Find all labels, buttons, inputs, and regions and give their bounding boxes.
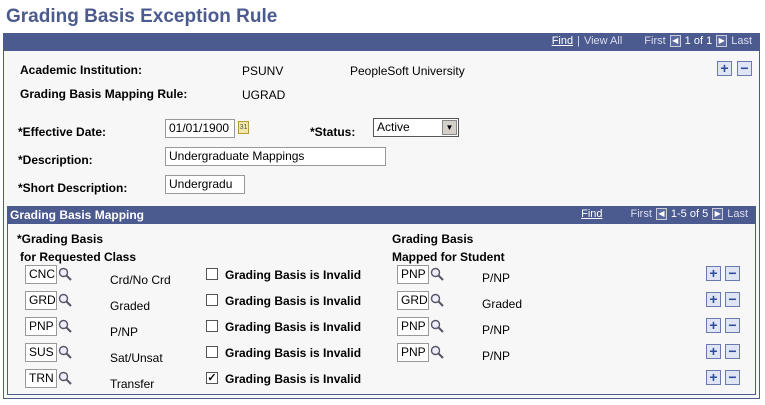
- invalid-checkbox[interactable]: [206, 346, 218, 358]
- page-title: Grading Basis Exception Rule: [6, 6, 278, 27]
- effective-date-label: *Effective Date:: [18, 125, 107, 139]
- effective-date-input[interactable]: 01/01/1900: [165, 119, 235, 138]
- add-mapping-row-button[interactable]: +: [706, 370, 721, 385]
- status-select[interactable]: Active ▼: [373, 118, 459, 137]
- mapped-basis-input[interactable]: PNP: [397, 343, 429, 362]
- dropdown-arrow-icon[interactable]: ▼: [442, 120, 457, 135]
- invalid-checkbox[interactable]: [206, 268, 218, 280]
- short-description-input[interactable]: Undergradu: [165, 175, 245, 194]
- mapping-last-label: Last: [727, 208, 748, 220]
- next-arrow-icon[interactable]: ▶: [716, 35, 728, 47]
- delete-mapping-row-button[interactable]: −: [725, 292, 740, 307]
- invalid-checkbox[interactable]: [206, 320, 218, 332]
- status-value: Active: [377, 120, 410, 134]
- grading-basis-description: P/NP: [110, 325, 139, 339]
- mapped-lookup-icon[interactable]: [430, 345, 444, 362]
- add-mapping-row-button[interactable]: +: [706, 292, 721, 307]
- mapping-title: Grading Basis Mapping: [10, 208, 145, 222]
- first-label: First: [644, 35, 666, 47]
- delete-mapping-row-button[interactable]: −: [725, 370, 740, 385]
- delete-mapping-row-button[interactable]: −: [725, 344, 740, 359]
- invalid-label: Grading Basis is Invalid: [225, 268, 362, 282]
- institution-label: Academic Institution:: [20, 63, 143, 77]
- grading-basis-description: Graded: [110, 299, 151, 313]
- mapped-basis-description: Graded: [482, 297, 523, 311]
- add-mapping-row-button[interactable]: +: [706, 266, 721, 281]
- mapping-row-count: 1-5 of 5: [670, 208, 709, 220]
- grading-basis-input[interactable]: SUS: [25, 343, 57, 362]
- invalid-label: Grading Basis is Invalid: [225, 294, 362, 308]
- lookup-icon[interactable]: [58, 267, 72, 284]
- mapped-basis-header-2: Mapped for Student: [392, 250, 505, 264]
- mapped-lookup-icon[interactable]: [430, 293, 444, 310]
- find-link[interactable]: Find: [551, 35, 574, 47]
- delete-mapping-row-button[interactable]: −: [725, 266, 740, 281]
- institution-code: PSUNV: [242, 64, 284, 78]
- grading-basis-input[interactable]: CNC: [25, 265, 57, 284]
- mapping-find-link[interactable]: Find: [581, 208, 603, 220]
- lookup-icon[interactable]: [58, 371, 72, 388]
- grading-basis-input[interactable]: GRD: [25, 291, 57, 310]
- view-all-link[interactable]: View All: [583, 35, 623, 47]
- description-input[interactable]: Undergraduate Mappings: [165, 147, 386, 166]
- requested-basis-header-1: *Grading Basis: [17, 232, 104, 246]
- main-panel-header: Find | View All First ◀ 1 of 1 ▶ Last: [3, 33, 760, 51]
- short-description-label: *Short Description:: [18, 181, 128, 195]
- mapped-basis-description: P/NP: [482, 271, 511, 285]
- lookup-icon[interactable]: [58, 293, 72, 310]
- mapped-basis-header-1: Grading Basis: [392, 232, 474, 246]
- mapped-lookup-icon[interactable]: [430, 319, 444, 336]
- add-mapping-row-button[interactable]: +: [706, 318, 721, 333]
- mapped-basis-input[interactable]: PNP: [397, 317, 429, 336]
- grading-basis-description: Sat/Unsat: [110, 351, 163, 365]
- last-label: Last: [731, 35, 752, 47]
- invalid-checkbox[interactable]: [206, 294, 218, 306]
- status-label: *Status:: [310, 125, 356, 139]
- previous-arrow-icon[interactable]: ◀: [669, 35, 681, 47]
- add-row-button[interactable]: +: [717, 61, 732, 76]
- grading-basis-input[interactable]: TRN: [25, 369, 57, 388]
- mapping-rule-value: UGRAD: [242, 88, 286, 102]
- mapping-previous-arrow-icon[interactable]: ◀: [655, 208, 667, 220]
- grading-basis-description: Transfer: [110, 377, 155, 391]
- mapped-basis-description: P/NP: [482, 349, 511, 363]
- invalid-label: Grading Basis is Invalid: [225, 320, 362, 334]
- grading-basis-description: Crd/No Crd: [110, 273, 171, 287]
- lookup-icon[interactable]: [58, 345, 72, 362]
- delete-row-button[interactable]: −: [737, 61, 752, 76]
- mapping-next-arrow-icon[interactable]: ▶: [712, 208, 724, 220]
- mapped-lookup-icon[interactable]: [430, 267, 444, 284]
- lookup-icon[interactable]: [58, 319, 72, 336]
- row-count: 1 of 1: [684, 35, 713, 47]
- add-mapping-row-button[interactable]: +: [706, 344, 721, 359]
- requested-basis-header-2: for Requested Class: [20, 250, 137, 264]
- mapped-basis-input[interactable]: GRD: [397, 291, 429, 310]
- delete-mapping-row-button[interactable]: −: [725, 318, 740, 333]
- invalid-label: Grading Basis is Invalid: [225, 346, 362, 360]
- calendar-icon[interactable]: 31: [238, 121, 249, 134]
- grading-basis-input[interactable]: PNP: [25, 317, 57, 336]
- mapped-basis-description: P/NP: [482, 323, 511, 337]
- mapping-header: Grading Basis Mapping Find First ◀ 1-5 o…: [7, 206, 756, 224]
- invalid-label: Grading Basis is Invalid: [225, 372, 362, 386]
- mapping-first-label: First: [630, 208, 652, 220]
- description-label: *Description:: [18, 153, 93, 167]
- mapping-rule-label: Grading Basis Mapping Rule:: [20, 87, 188, 101]
- mapped-basis-input[interactable]: PNP: [397, 265, 429, 284]
- institution-name: PeopleSoft University: [350, 64, 465, 78]
- invalid-checkbox[interactable]: ✓: [206, 372, 218, 384]
